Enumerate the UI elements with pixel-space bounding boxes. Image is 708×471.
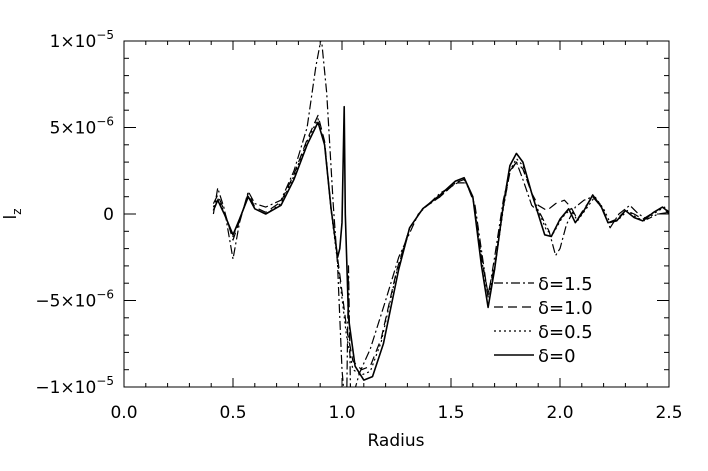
- y-tick-label-exponent: −6: [96, 115, 114, 129]
- y-axis-ticks: 1×10−55×10−60−5×10−6−1×10−5: [35, 28, 669, 398]
- x-tick-label: 1.0: [328, 403, 355, 423]
- legend-label: δ=1.0: [538, 298, 593, 319]
- y-tick-label-mantissa: −1×10: [35, 378, 96, 398]
- y-tick-label: −1×10−5: [35, 374, 114, 398]
- y-tick-label: 5×10−6: [50, 115, 114, 139]
- y-axis-label-subscript: z: [10, 208, 24, 214]
- y-tick-label-exponent: −5: [96, 28, 114, 42]
- series-line-2: [212, 118, 669, 376]
- x-axis-label: Radius: [367, 431, 424, 451]
- x-tick-label: 2.5: [655, 403, 682, 423]
- y-tick-label: −5×10−6: [35, 288, 114, 312]
- x-tick-label: 0.0: [110, 403, 137, 423]
- y-tick-label-mantissa: 1×10: [50, 32, 97, 52]
- series-line-0: [212, 41, 669, 387]
- series-line-1: [212, 114, 669, 371]
- y-tick-label-exponent: −6: [96, 288, 114, 302]
- x-tick-label: 0.5: [219, 403, 246, 423]
- y-tick-label-exponent: −5: [96, 374, 114, 388]
- x-axis-ticks: 0.0 0.5 1.0 1.5 2.0 2.5: [110, 41, 683, 423]
- legend: δ=1.5 δ=1.0 δ=0.5 δ=0: [494, 274, 593, 367]
- series-lines: [212, 41, 669, 387]
- y-tick-label-mantissa: 0: [103, 205, 114, 225]
- y-tick-label-mantissa: −5×10: [35, 292, 96, 312]
- x-tick-label: 1.5: [437, 403, 464, 423]
- x-tick-label: 2.0: [546, 403, 573, 423]
- series-line-3: [212, 105, 669, 381]
- y-axis-label: lz: [1, 208, 24, 219]
- y-tick-label: 1×10−5: [50, 28, 114, 52]
- y-axis-label-main: l: [1, 215, 21, 220]
- y-tick-label: 0: [103, 205, 114, 225]
- legend-label: δ=1.5: [538, 274, 593, 295]
- legend-label: δ=0: [538, 346, 576, 367]
- y-tick-label-mantissa: 5×10: [50, 119, 97, 139]
- legend-label: δ=0.5: [538, 322, 593, 343]
